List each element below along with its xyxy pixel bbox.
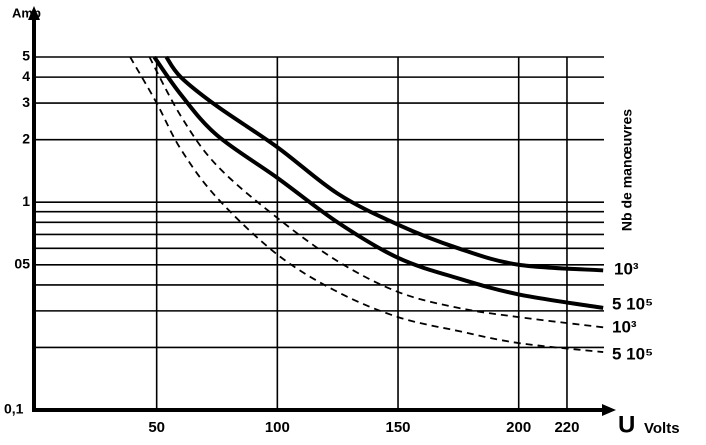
curve [148, 56, 604, 329]
x-axis-arrow [602, 404, 616, 416]
curve [129, 56, 604, 353]
x-axis-unit: Volts [644, 420, 680, 437]
legend-label: 5 10⁵ [612, 294, 653, 313]
legend-label: 10³ [614, 259, 639, 278]
x-tick-label: 100 [265, 419, 290, 436]
curve [164, 55, 604, 273]
y-tick-label: 05 [14, 255, 30, 271]
legend-title: Nb de manœuvres [619, 109, 635, 231]
y-tick-label: 4 [22, 68, 30, 84]
legend-label: 5 10⁵ [612, 344, 653, 363]
y-tick-label: 5 [22, 48, 30, 64]
y-tick-label: 2 [22, 130, 30, 146]
x-tick-label: 50 [148, 419, 165, 436]
curve [152, 55, 604, 310]
legend-label: 10³ [612, 317, 637, 336]
x-tick-label: 220 [554, 419, 579, 436]
y-axis-label: Amp [12, 5, 41, 20]
x-tick-label: 200 [506, 419, 531, 436]
x-axis-label: U [618, 411, 635, 438]
x-tick-label: 150 [386, 419, 411, 436]
y-tick-label: 1 [22, 193, 30, 209]
y-tick-label: 0,1 [4, 401, 24, 417]
y-axis-arrow [28, 6, 40, 20]
y-tick-label: 3 [22, 94, 30, 110]
